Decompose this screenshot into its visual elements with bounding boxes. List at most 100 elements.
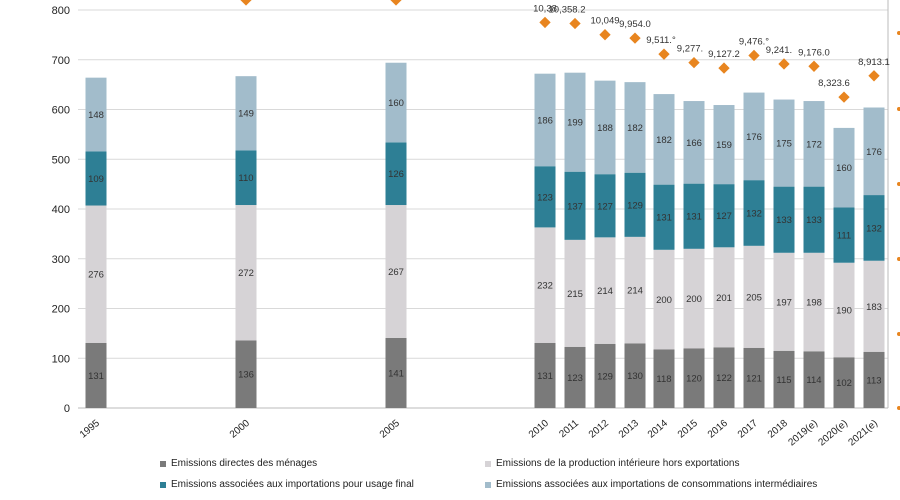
bar-segment-3 [653,94,675,185]
marker-diamond [868,70,880,82]
bar-segment-3 [773,99,795,187]
bar-segment-3 [235,76,257,151]
bar-segment-2 [235,150,257,206]
x-tick-label: 2010 [527,418,551,441]
marker-value-label: 10,049 [590,16,619,27]
bar-segment-1 [624,236,646,344]
x-tick-label: 2020(e) [816,418,849,449]
bar-value-label: 114 [806,375,821,386]
bar-value-label: 102 [836,378,852,389]
bar-value-label: 122 [716,373,732,384]
marker-diamond [599,29,611,41]
x-tick-label: 2012 [587,418,611,441]
bar-value-label: 115 [776,375,791,386]
bar-segment-1 [564,239,586,347]
legend-label-direct: Emissions directes des ménages [171,458,318,469]
bar-value-label: 188 [597,123,613,134]
bar-segment-0 [385,337,407,408]
legend-label-imports-final: Emissions associées aux importations pou… [171,479,414,490]
bar-value-label: 120 [686,374,702,385]
x-tick-label: 2014 [646,418,670,441]
marker-value-label: 10,358.2 [549,5,586,16]
marker-value-label: 9,176.0 [798,47,830,58]
bar-value-label: 111 [837,231,851,242]
bar-segment-2 [653,184,675,250]
bar-segment-2 [863,195,885,261]
bar-value-label: 197 [776,297,792,308]
bar-segment-1 [773,252,795,351]
bar-segment-1 [803,252,825,352]
bar-value-label: 132 [746,208,762,219]
bar-value-label: 215 [567,289,583,300]
bar-segment-2 [594,174,616,238]
legend-swatch-imports-intermediate [485,481,491,488]
secondary-axis-tick [897,107,900,111]
bar-value-label: 183 [866,302,882,313]
bar-segment-1 [683,248,705,349]
bar-value-label: 130 [627,371,643,382]
legend-swatch-domestic [485,460,491,467]
bar-segment-3 [85,77,107,152]
y-tick-label: 300 [52,254,70,266]
bar-value-label: 137 [567,201,583,212]
y-tick-label: 400 [52,204,70,216]
bar-segment-3 [564,72,586,172]
bar-value-label: 200 [656,295,672,306]
bar-value-label: 276 [88,270,104,281]
secondary-axis-tick [897,332,900,336]
bar-value-label: 131 [537,371,553,382]
bar-value-label: 199 [567,118,583,129]
bar-value-label: 190 [836,305,852,316]
marker-diamond [748,49,760,62]
bar-value-label: 214 [597,286,613,297]
marker-diamond-clipped [240,0,252,6]
x-tick-label: 2019(e) [786,418,819,449]
y-tick-label: 500 [52,154,70,166]
legend-item-direct: Emissions directes des ménages [160,458,485,469]
y-tick-label: 100 [52,353,70,365]
legend-item-imports-intermediate: Emissions associées aux importations de … [485,479,880,490]
x-tick-label: 2015 [676,418,700,441]
marker-diamond [838,91,850,103]
marker-diamond [629,32,641,44]
legend-swatch-imports-final [160,481,166,488]
bar-segment-0 [624,343,646,408]
bar-value-label: 129 [627,200,643,211]
bar-value-label: 133 [776,215,792,226]
bar-segment-0 [235,340,257,408]
marker-diamond [539,16,551,29]
x-tick-label: 1995 [78,418,102,441]
x-tick-label: 2005 [378,418,402,441]
bar-value-label: 214 [627,286,643,297]
bar-segment-3 [385,62,407,143]
legend-item-domestic: Emissions de la production intérieure ho… [485,458,880,469]
y-tick-label: 0 [64,403,70,415]
bar-segment-2 [85,151,107,206]
bar-value-label: 123 [567,373,583,384]
bar-value-label: 232 [537,281,553,292]
secondary-axis-tick [897,182,900,186]
bar-value-label: 121 [746,373,762,384]
bar-segment-2 [624,172,646,237]
bar-value-label: 133 [806,215,822,226]
bar-segment-3 [713,105,735,185]
marker-diamond [718,62,730,74]
x-tick-label: 2013 [617,418,641,441]
bar-value-label: 172 [806,139,822,150]
bar-value-label: 267 [388,267,404,278]
bar-segment-1 [743,245,765,348]
bar-value-label: 131 [686,212,702,223]
x-tick-label: 2016 [706,418,730,441]
bar-segment-0 [564,346,586,408]
marker-value-label: 9,277. [677,44,703,55]
bar-segment-3 [833,127,855,208]
secondary-axis-tick [897,31,900,35]
marker-value-label: 9,511.° [646,35,676,46]
bar-segment-0 [85,342,107,408]
marker-diamond [808,60,820,72]
bar-segment-2 [683,183,705,249]
marker-value-label: 9,476.° [739,36,769,47]
bar-segment-3 [624,82,646,173]
bar-value-label: 118 [656,374,671,385]
